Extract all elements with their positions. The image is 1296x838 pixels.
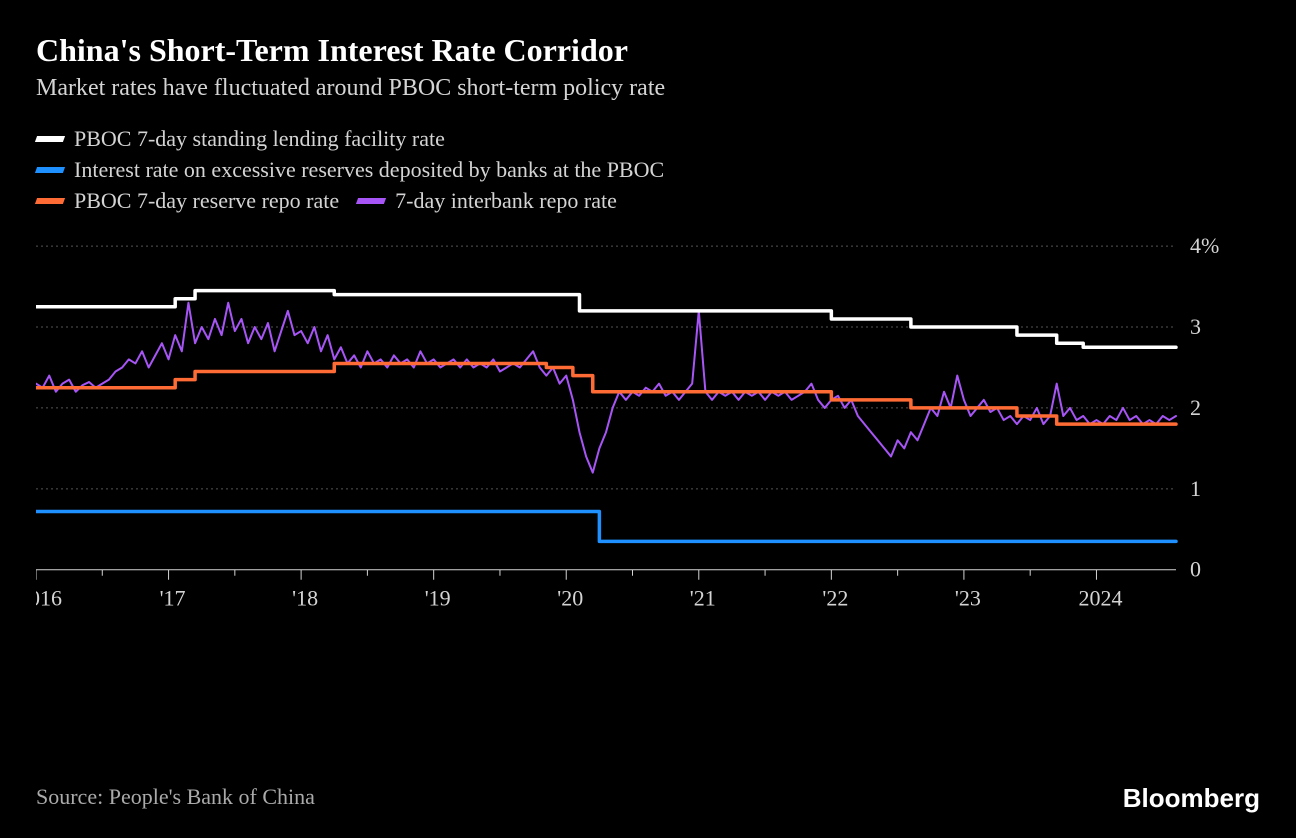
- chart-svg: 0 1 2 3 4% 2016 '17 '18 '19 '20 '21 '22 '23 2024: [36, 234, 1236, 654]
- svg-text:'18: '18: [292, 586, 318, 611]
- svg-text:4%: 4%: [1190, 234, 1219, 258]
- svg-text:'17: '17: [160, 586, 186, 611]
- legend-item-repo: PBOC 7-day reserve repo rate: [36, 186, 339, 217]
- svg-text:2016: 2016: [36, 586, 62, 611]
- svg-text:'19: '19: [425, 586, 451, 611]
- legend-label: PBOC 7-day reserve repo rate: [74, 186, 339, 217]
- legend-swatch: [35, 167, 65, 173]
- svg-text:0: 0: [1190, 557, 1201, 582]
- svg-text:1: 1: [1190, 476, 1201, 501]
- legend-swatch: [35, 198, 65, 204]
- chart-title: China's Short-Term Interest Rate Corrido…: [36, 32, 1260, 69]
- svg-text:2024: 2024: [1078, 586, 1122, 611]
- legend-item-interbank: 7-day interbank repo rate: [357, 186, 617, 217]
- chart-area: 0 1 2 3 4% 2016 '17 '18 '19 '20 '21 '22 '23 2024: [36, 234, 1236, 654]
- legend-item-excess: Interest rate on excessive reserves depo…: [36, 155, 664, 186]
- source-text: Source: People's Bank of China: [36, 784, 315, 810]
- legend-label: 7-day interbank repo rate: [395, 186, 617, 217]
- svg-text:'21: '21: [690, 586, 716, 611]
- legend-item-slf: PBOC 7-day standing lending facility rat…: [36, 124, 445, 155]
- brand-logo: Bloomberg: [1123, 783, 1260, 814]
- legend-label: PBOC 7-day standing lending facility rat…: [74, 124, 445, 155]
- legend: PBOC 7-day standing lending facility rat…: [36, 124, 1260, 216]
- chart-subtitle: Market rates have fluctuated around PBOC…: [36, 75, 1260, 102]
- svg-text:3: 3: [1190, 314, 1201, 339]
- legend-label: Interest rate on excessive reserves depo…: [74, 155, 664, 186]
- legend-swatch: [356, 198, 386, 204]
- svg-text:'22: '22: [822, 586, 848, 611]
- legend-swatch: [35, 136, 65, 142]
- svg-text:2: 2: [1190, 395, 1201, 420]
- svg-text:'23: '23: [955, 586, 981, 611]
- svg-text:'20: '20: [557, 586, 583, 611]
